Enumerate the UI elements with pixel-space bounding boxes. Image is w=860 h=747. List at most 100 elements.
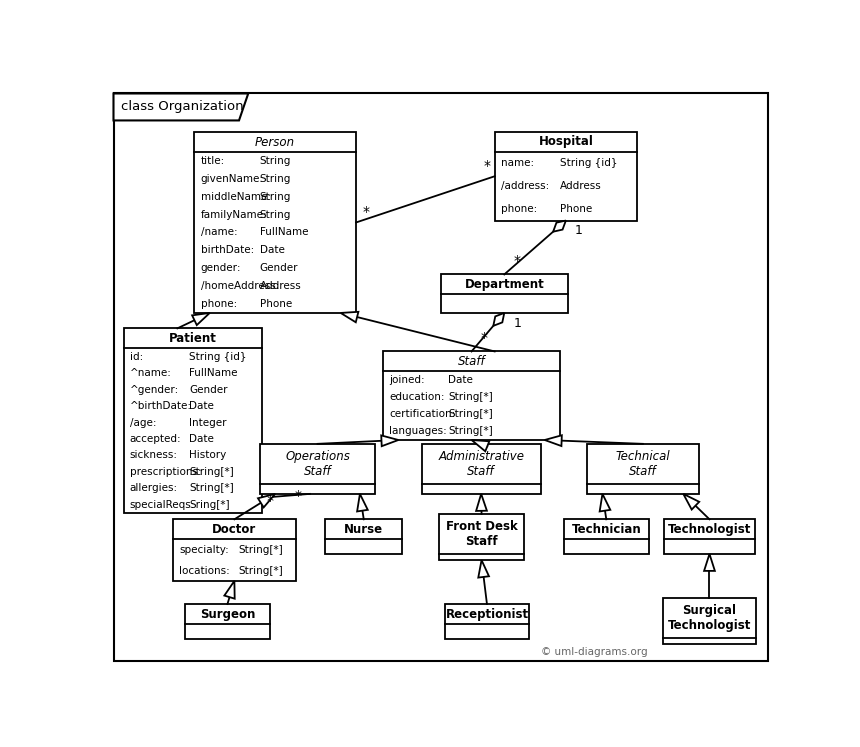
Text: String[*]: String[*]	[448, 427, 493, 436]
Text: Address: Address	[260, 281, 302, 291]
Text: Hospital: Hospital	[538, 135, 593, 149]
Text: 1: 1	[513, 317, 521, 329]
Text: Phone: Phone	[560, 204, 593, 214]
Text: Department: Department	[464, 278, 544, 291]
Text: Administrative
Staff: Administrative Staff	[439, 450, 525, 478]
Text: String[*]: String[*]	[189, 483, 234, 494]
Text: prescriptions:: prescriptions:	[130, 467, 201, 477]
Polygon shape	[258, 494, 275, 507]
Text: education:: education:	[390, 392, 445, 402]
Text: String: String	[260, 210, 292, 220]
Text: Gender: Gender	[260, 263, 298, 273]
Text: Date: Date	[260, 245, 285, 255]
Text: languages:: languages:	[390, 427, 447, 436]
Text: String[*]: String[*]	[448, 392, 493, 402]
Text: FullName: FullName	[260, 228, 308, 238]
Text: middleName:: middleName:	[200, 192, 271, 202]
Text: Technologist: Technologist	[668, 523, 751, 536]
Text: Date: Date	[448, 375, 473, 385]
Polygon shape	[599, 494, 611, 512]
Text: joined:: joined:	[390, 375, 425, 385]
Text: Person: Person	[255, 135, 295, 149]
Text: id:: id:	[130, 352, 143, 362]
Text: Integer: Integer	[189, 418, 226, 427]
Polygon shape	[357, 494, 368, 512]
Polygon shape	[494, 313, 504, 326]
Text: *: *	[481, 331, 488, 345]
Text: 1: 1	[575, 224, 583, 238]
Polygon shape	[544, 436, 562, 446]
Text: allergies:: allergies:	[130, 483, 178, 494]
Text: String: String	[260, 156, 292, 166]
Text: ^birthDate:: ^birthDate:	[130, 401, 192, 411]
Text: ^gender:: ^gender:	[130, 385, 179, 394]
Text: title:: title:	[200, 156, 224, 166]
Text: Surgeon: Surgeon	[200, 607, 255, 621]
Bar	[664, 519, 755, 554]
Text: /address:: /address:	[501, 182, 549, 191]
Text: Front Desk
Staff: Front Desk Staff	[445, 520, 518, 548]
Bar	[494, 132, 637, 220]
Text: /name:: /name:	[200, 228, 237, 238]
Bar	[194, 132, 356, 313]
Bar	[185, 604, 270, 639]
Text: *: *	[267, 495, 273, 509]
Text: Nurse: Nurse	[344, 523, 384, 536]
Text: birthDate:: birthDate:	[200, 245, 254, 255]
Polygon shape	[341, 311, 359, 322]
Text: History: History	[189, 450, 226, 460]
Text: class Organization: class Organization	[121, 100, 244, 114]
Text: phone:: phone:	[200, 299, 237, 309]
Text: String[*]: String[*]	[189, 467, 234, 477]
Bar	[173, 519, 296, 581]
Bar	[587, 444, 698, 494]
Text: *: *	[484, 159, 491, 173]
Text: gender:: gender:	[200, 263, 241, 273]
Text: Patient: Patient	[169, 332, 217, 345]
Text: Date: Date	[189, 401, 214, 411]
Text: *: *	[294, 489, 302, 503]
Bar	[440, 274, 568, 313]
Text: String[*]: String[*]	[238, 545, 283, 555]
Text: sickness:: sickness:	[130, 450, 178, 460]
Text: Technical
Staff: Technical Staff	[616, 450, 670, 478]
Text: Staff: Staff	[458, 355, 485, 368]
Text: Doctor: Doctor	[212, 523, 256, 536]
Polygon shape	[553, 220, 566, 232]
Bar	[124, 329, 262, 513]
Text: String: String	[260, 192, 292, 202]
Polygon shape	[476, 494, 487, 511]
Text: Phone: Phone	[260, 299, 292, 309]
Bar	[662, 598, 757, 644]
Bar	[439, 514, 524, 560]
Bar	[325, 519, 402, 554]
Text: familyName:: familyName:	[200, 210, 267, 220]
Polygon shape	[114, 93, 249, 120]
Text: String[*]: String[*]	[238, 565, 283, 575]
Text: Operations
Staff: Operations Staff	[286, 450, 350, 478]
Bar	[564, 519, 648, 554]
Polygon shape	[192, 313, 210, 325]
Text: ^name:: ^name:	[130, 368, 171, 378]
Polygon shape	[684, 494, 699, 509]
Text: specialty:: specialty:	[179, 545, 229, 555]
Bar	[383, 351, 560, 440]
Polygon shape	[381, 436, 398, 446]
Text: *: *	[362, 205, 369, 220]
Text: String {id}: String {id}	[189, 352, 247, 362]
Text: String[*]: String[*]	[448, 409, 493, 419]
Text: © uml-diagrams.org: © uml-diagrams.org	[541, 647, 648, 657]
Bar	[421, 444, 541, 494]
Polygon shape	[224, 581, 235, 598]
Text: specialReqs:: specialReqs:	[130, 500, 195, 510]
Bar	[260, 444, 375, 494]
Text: phone:: phone:	[501, 204, 537, 214]
Text: Sring[*]: Sring[*]	[189, 500, 230, 510]
Bar	[445, 604, 529, 639]
Text: FullName: FullName	[189, 368, 237, 378]
Text: String {id}: String {id}	[560, 158, 617, 168]
Text: Technician: Technician	[571, 523, 642, 536]
Text: Date: Date	[189, 434, 214, 444]
Text: givenName:: givenName:	[200, 174, 263, 184]
Text: /age:: /age:	[130, 418, 157, 427]
